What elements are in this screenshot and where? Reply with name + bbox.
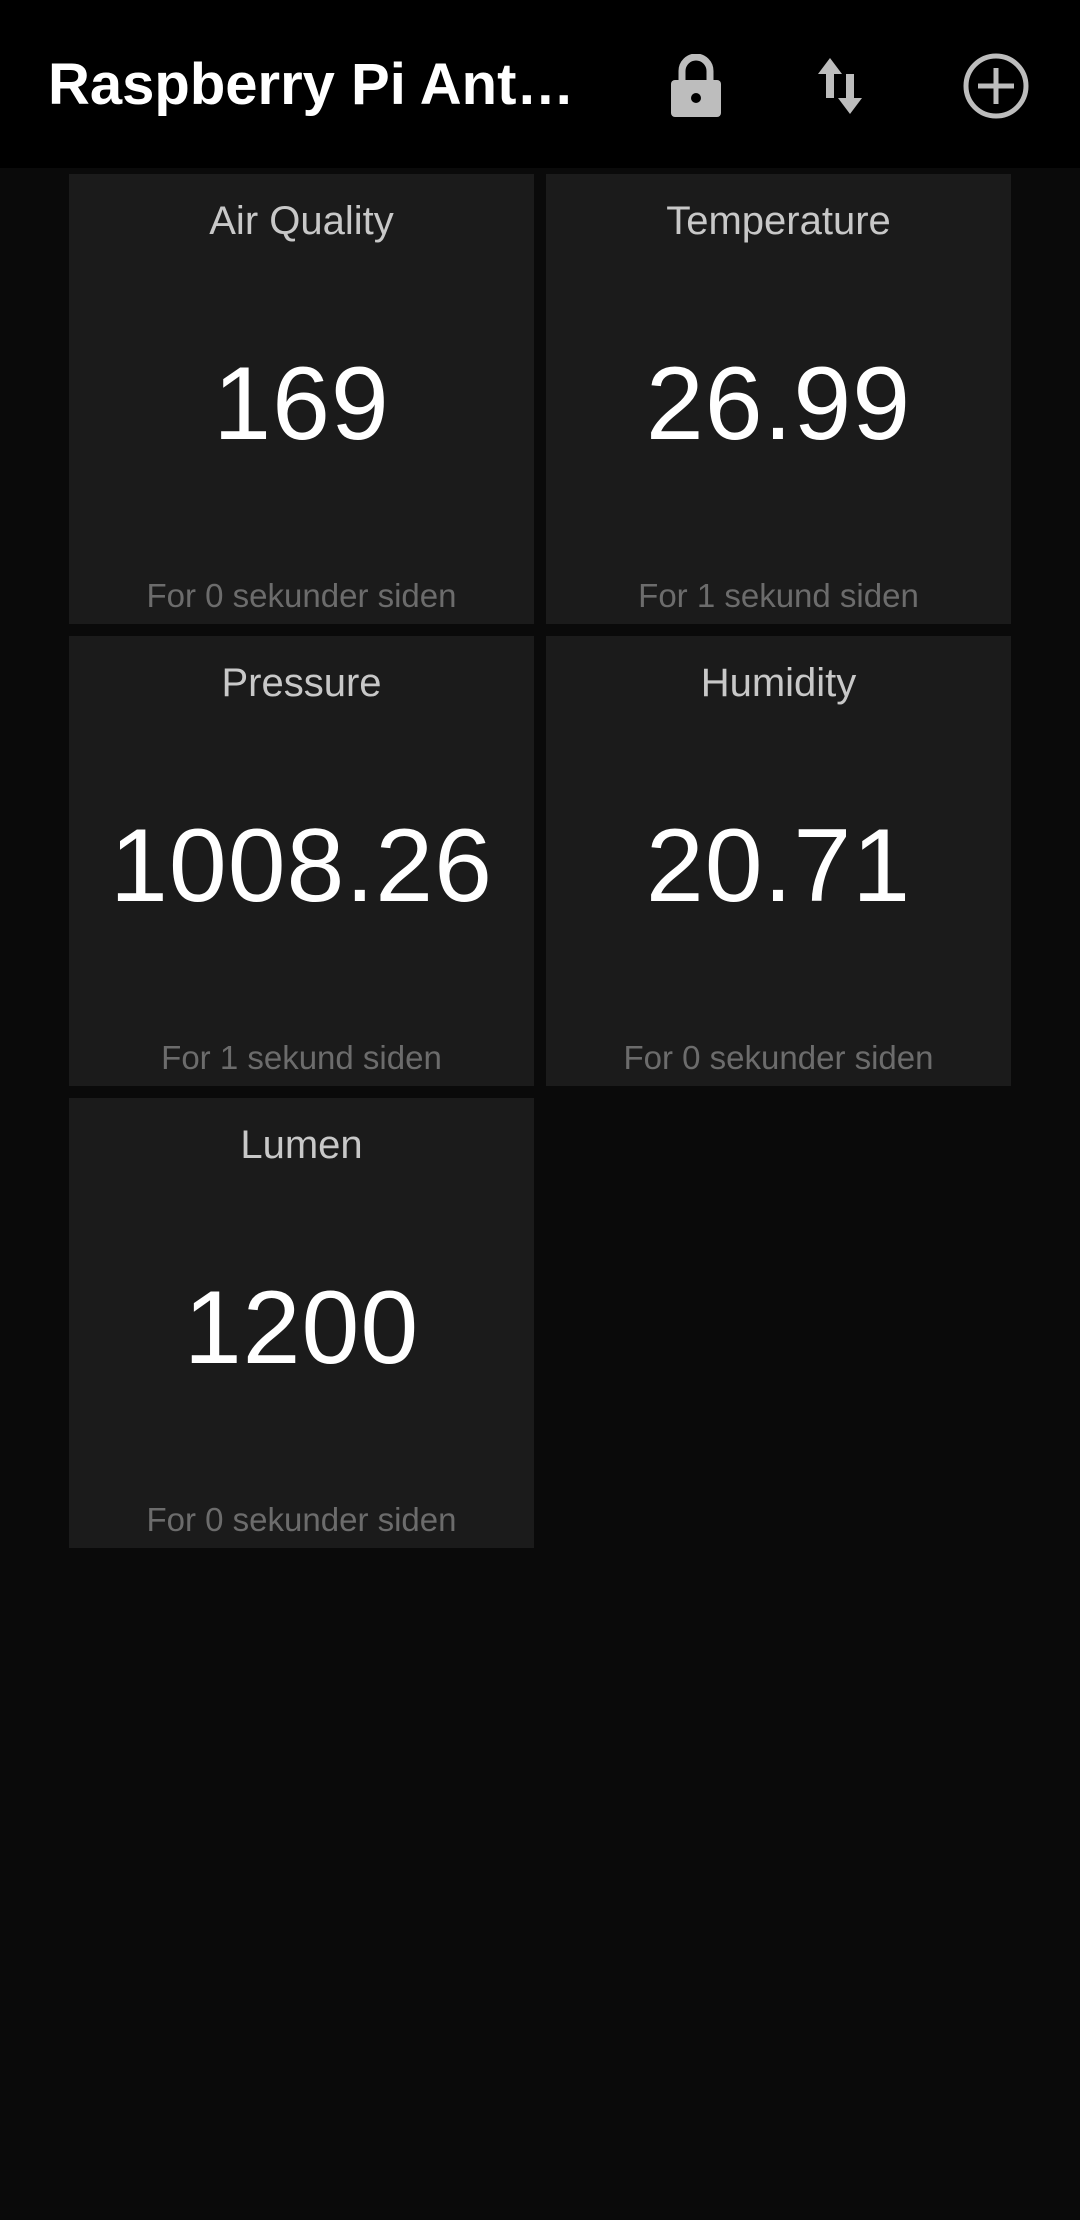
tile-value: 20.71 <box>645 808 912 924</box>
add-button[interactable] <box>954 44 1038 128</box>
tile-value: 169 <box>213 346 390 462</box>
lock-button[interactable] <box>654 44 738 128</box>
tile-updated-time: For 1 sekund siden <box>638 577 919 614</box>
tile-air-quality[interactable]: Air Quality 169 For 0 sekunder siden <box>69 174 534 624</box>
sort-arrows-icon <box>818 58 862 114</box>
tile-value: 1200 <box>183 1270 420 1386</box>
tile-title: Temperature <box>666 199 891 243</box>
tile-updated-time: For 1 sekund siden <box>161 1039 442 1076</box>
tile-updated-time: For 0 sekunder siden <box>146 577 457 614</box>
tile-updated-time: For 0 sekunder siden <box>146 1501 457 1538</box>
app-bar: Raspberry Pi Antar… <box>0 0 1080 168</box>
sort-button[interactable] <box>798 44 882 128</box>
tile-temperature[interactable]: Temperature 26.99 For 1 sekund siden <box>546 174 1011 624</box>
lock-icon <box>671 54 721 117</box>
tile-pressure[interactable]: Pressure 1008.26 For 1 sekund siden <box>69 636 534 1086</box>
tile-lumen[interactable]: Lumen 1200 For 0 sekunder siden <box>69 1098 534 1548</box>
tile-title: Lumen <box>240 1123 363 1167</box>
tile-title: Air Quality <box>209 199 394 243</box>
tile-value: 26.99 <box>645 346 912 462</box>
tile-updated-time: For 0 sekunder siden <box>623 1039 934 1076</box>
app-title: Raspberry Pi Antar… <box>48 52 598 117</box>
tile-humidity[interactable]: Humidity 20.71 For 0 sekunder siden <box>546 636 1011 1086</box>
tile-value: 1008.26 <box>110 808 493 924</box>
add-circle-icon <box>963 53 1029 119</box>
tile-title: Pressure <box>221 661 382 705</box>
tile-title: Humidity <box>700 661 857 705</box>
